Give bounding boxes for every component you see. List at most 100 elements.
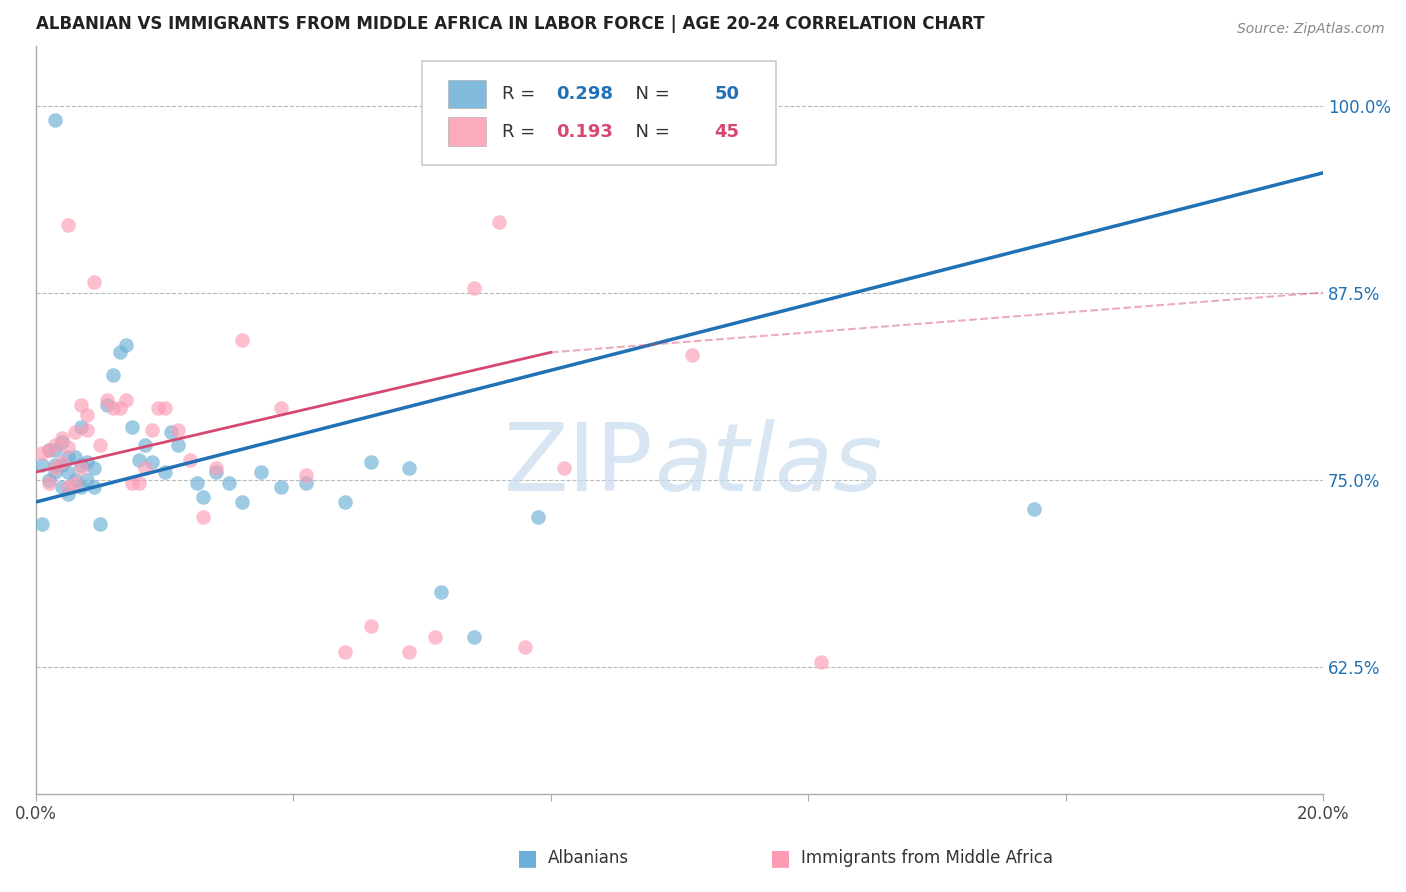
- Point: [134, 438, 156, 452]
- Point: [44, 460, 66, 475]
- Point: [89, 438, 111, 452]
- Point: [153, 401, 176, 415]
- Point: [1022, 502, 1045, 516]
- Point: [96, 393, 118, 408]
- Point: [51, 435, 73, 450]
- Point: [250, 465, 273, 479]
- Text: 45: 45: [714, 123, 740, 141]
- Point: [44, 438, 66, 452]
- Point: [166, 423, 188, 437]
- Point: [63, 450, 86, 464]
- Text: R =: R =: [502, 123, 541, 141]
- Point: [89, 517, 111, 532]
- Point: [63, 475, 86, 490]
- Point: [166, 438, 188, 452]
- Point: [56, 487, 79, 501]
- Point: [115, 393, 138, 408]
- Point: [70, 420, 93, 434]
- Point: [295, 468, 318, 483]
- Point: [141, 454, 163, 468]
- Point: [527, 509, 550, 524]
- Point: [463, 281, 485, 295]
- FancyBboxPatch shape: [449, 118, 486, 146]
- Point: [31, 517, 53, 532]
- Text: N =: N =: [624, 86, 676, 103]
- Text: ■: ■: [770, 848, 790, 868]
- Text: 0.298: 0.298: [555, 86, 613, 103]
- Text: ALBANIAN VS IMMIGRANTS FROM MIDDLE AFRICA IN LABOR FORCE | AGE 20-24 CORRELATION: ALBANIAN VS IMMIGRANTS FROM MIDDLE AFRIC…: [37, 15, 984, 33]
- Point: [810, 655, 832, 669]
- Point: [44, 465, 66, 479]
- Text: 50: 50: [714, 86, 740, 103]
- Point: [44, 458, 66, 472]
- Point: [218, 475, 240, 490]
- Point: [186, 475, 208, 490]
- FancyBboxPatch shape: [422, 61, 776, 165]
- Point: [70, 480, 93, 494]
- Point: [70, 460, 93, 475]
- Point: [205, 465, 228, 479]
- Point: [193, 509, 215, 524]
- Point: [31, 458, 53, 472]
- Point: [295, 475, 318, 490]
- Point: [141, 423, 163, 437]
- Point: [128, 475, 150, 490]
- Point: [101, 368, 124, 382]
- Point: [83, 480, 105, 494]
- Text: 0.193: 0.193: [555, 123, 613, 141]
- Point: [56, 440, 79, 454]
- Point: [38, 473, 60, 487]
- Point: [70, 458, 93, 472]
- Point: [398, 460, 420, 475]
- Text: Source: ZipAtlas.com: Source: ZipAtlas.com: [1237, 22, 1385, 37]
- Point: [360, 619, 382, 633]
- Point: [270, 480, 292, 494]
- Point: [96, 398, 118, 412]
- Point: [76, 423, 98, 437]
- Point: [205, 460, 228, 475]
- Point: [179, 453, 201, 467]
- Point: [128, 453, 150, 467]
- Point: [108, 345, 131, 359]
- Point: [44, 442, 66, 457]
- Text: N =: N =: [624, 123, 676, 141]
- Point: [76, 454, 98, 468]
- Text: ZIP: ZIP: [505, 418, 654, 510]
- Point: [463, 630, 485, 644]
- Point: [681, 348, 703, 362]
- Point: [121, 475, 143, 490]
- Point: [63, 425, 86, 439]
- Point: [553, 460, 575, 475]
- Point: [51, 454, 73, 468]
- Text: R =: R =: [502, 86, 541, 103]
- Point: [44, 113, 66, 128]
- Point: [56, 450, 79, 464]
- Point: [430, 584, 453, 599]
- Point: [134, 460, 156, 475]
- Text: Immigrants from Middle Africa: Immigrants from Middle Africa: [801, 849, 1053, 867]
- Point: [56, 480, 79, 494]
- Text: ■: ■: [517, 848, 537, 868]
- Point: [160, 425, 183, 439]
- Text: atlas: atlas: [654, 419, 882, 510]
- Point: [270, 401, 292, 415]
- Point: [360, 454, 382, 468]
- Point: [333, 644, 356, 658]
- Point: [108, 401, 131, 415]
- Point: [423, 630, 446, 644]
- Point: [398, 644, 420, 658]
- Point: [83, 275, 105, 289]
- Point: [513, 640, 536, 654]
- Point: [51, 458, 73, 472]
- Point: [38, 442, 60, 457]
- Point: [121, 420, 143, 434]
- Point: [51, 480, 73, 494]
- Point: [56, 465, 79, 479]
- Point: [231, 334, 253, 348]
- Point: [70, 398, 93, 412]
- Point: [153, 465, 176, 479]
- Point: [148, 401, 170, 415]
- Point: [38, 442, 60, 457]
- Point: [83, 460, 105, 475]
- Point: [101, 401, 124, 415]
